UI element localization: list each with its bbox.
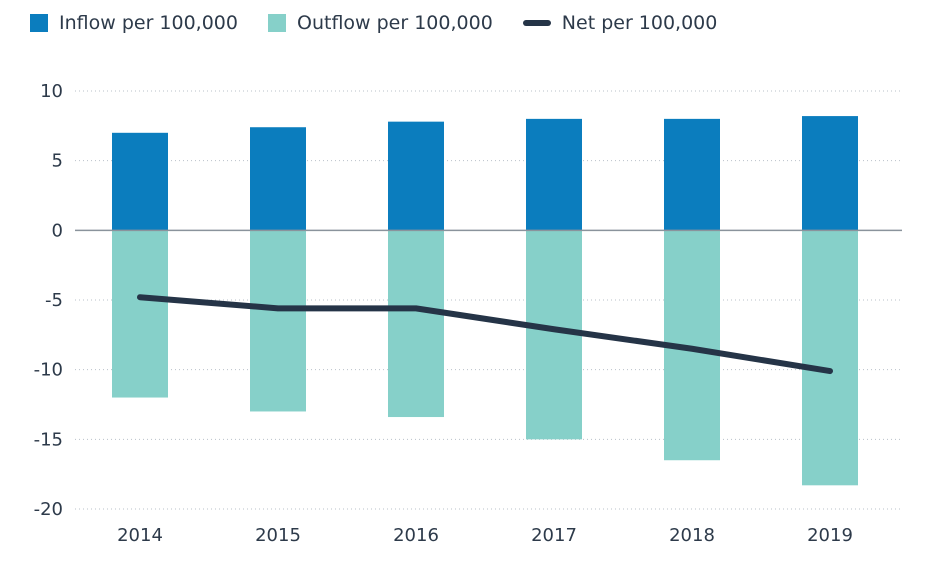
x-tick-label: 2014	[117, 525, 163, 546]
chart-legend: Inflow per 100,000 Outflow per 100,000 N…	[30, 12, 747, 34]
inflow-bar	[802, 116, 858, 231]
inflow-bar	[388, 121, 444, 231]
y-tick-label: -20	[34, 499, 63, 520]
x-tick-label: 2015	[255, 525, 301, 546]
net-line	[137, 294, 833, 375]
legend-swatch-inflow	[30, 14, 48, 32]
inflow-bar	[526, 118, 582, 231]
y-tick-label: -10	[34, 360, 63, 381]
legend-item-inflow: Inflow per 100,000	[30, 12, 238, 34]
outflow-bar	[802, 230, 858, 486]
inflow-bar	[112, 132, 168, 231]
outflow-bar	[388, 230, 444, 418]
legend-label-inflow: Inflow per 100,000	[59, 12, 238, 34]
x-tick-label: 2017	[531, 525, 577, 546]
legend-swatch-outflow	[268, 14, 286, 32]
legend-label-net: Net per 100,000	[561, 12, 718, 34]
x-tick-label: 2018	[669, 525, 715, 546]
inflow-bar	[664, 118, 720, 231]
outflow-bar	[112, 230, 168, 398]
legend-swatch-net	[522, 20, 551, 26]
legend-item-outflow: Outflow per 100,000	[268, 12, 493, 34]
legend-item-net: Net per 100,000	[522, 12, 718, 34]
bars	[112, 116, 858, 486]
x-tick-label: 2016	[393, 525, 439, 546]
y-tick-labels: 10 5 0 -5 -10 -15 -20	[34, 81, 63, 520]
y-tick-label: 5	[52, 151, 63, 172]
x-tick-labels: 2014 2015 2016 2017 2018 2019	[117, 525, 853, 546]
inflow-bar	[250, 127, 306, 231]
outflow-bar	[250, 230, 306, 412]
legend-label-outflow: Outflow per 100,000	[297, 12, 493, 34]
y-tick-label: -15	[34, 429, 63, 450]
x-tick-label: 2019	[807, 525, 853, 546]
net-line-path	[137, 294, 833, 375]
y-tick-label: 10	[40, 81, 63, 102]
y-tick-label: 0	[52, 220, 63, 241]
y-tick-label: -5	[45, 290, 63, 311]
